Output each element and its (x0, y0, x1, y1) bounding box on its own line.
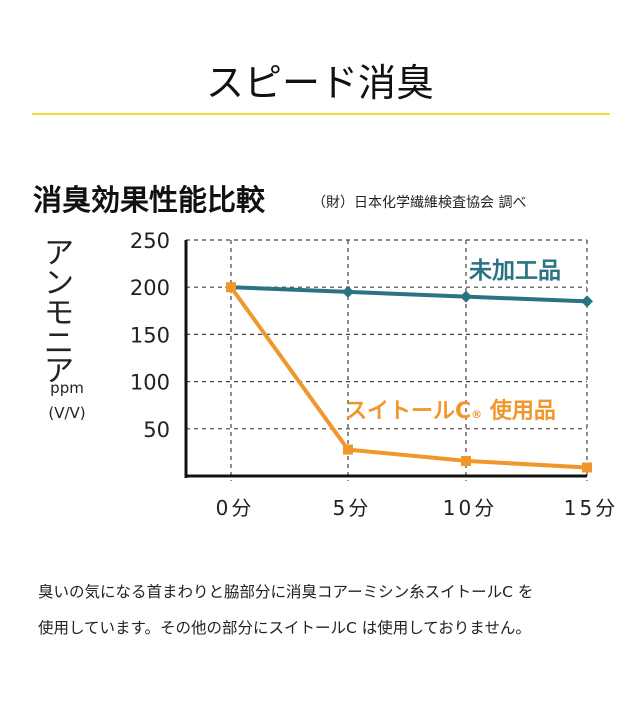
data-point-marker (343, 444, 353, 455)
data-point-marker (582, 462, 592, 473)
series-line (230, 285, 588, 304)
data-point-marker (461, 455, 471, 466)
data-point-marker (342, 285, 354, 298)
y-axis-label-char: モ (44, 296, 74, 331)
series-label-suitoru: スイトールC® 使用品 (345, 399, 556, 424)
y-tick-label: 50 (143, 418, 170, 442)
x-tick-label: 5分 (333, 496, 372, 520)
y-tick-label: 200 (130, 276, 170, 300)
x-tick-label: 0分 (216, 496, 255, 520)
y-axis-label-char: ン (44, 266, 74, 301)
data-point-marker (581, 295, 593, 308)
y-axis-label-char: ア (44, 354, 74, 389)
series-line (229, 286, 588, 470)
title-divider (32, 113, 610, 115)
series-label-untreated: 未加工品 (469, 258, 561, 284)
y-tick-label: 250 (130, 229, 170, 253)
y-axis-unit: ppm (50, 379, 84, 397)
data-point-marker (226, 282, 236, 293)
y-axis-unit: (V/V) (48, 404, 86, 422)
x-tick-label: 10分 (443, 496, 497, 520)
footnote-line: 臭いの気になる首まわりと脇部分に消臭コアーミシン糸スイトールC を (38, 583, 534, 601)
y-tick-label: 100 (130, 371, 170, 395)
y-axis-label-char: ア (44, 236, 74, 271)
data-point-marker (460, 290, 472, 303)
y-axis-label-char: ニ (44, 326, 74, 361)
chart-title: 消臭効果性能比較 (33, 183, 266, 217)
y-tick-label: 150 (130, 323, 170, 347)
footnote: 臭いの気になる首まわりと脇部分に消臭コアーミシン糸スイトールC を 使用していま… (38, 574, 533, 646)
x-tick-label: 15分 (564, 496, 618, 520)
chart-source: （財）日本化学繊維検査協会 調べ (312, 195, 527, 211)
page-title: スピード消臭 (205, 61, 434, 105)
footnote-line: 使用しています。その他の部分にスイトールC は使用しておりません。 (38, 619, 531, 637)
